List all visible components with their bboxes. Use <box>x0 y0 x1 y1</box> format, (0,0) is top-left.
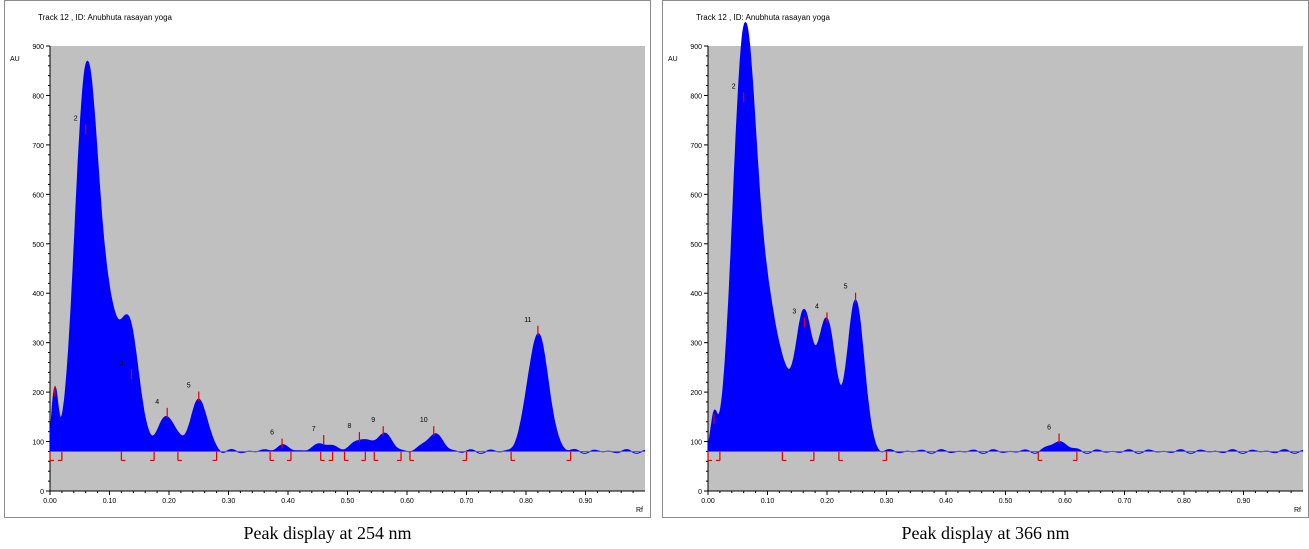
x-tick-label: 0.10 <box>761 498 775 505</box>
peak-boundary-marker <box>177 451 182 462</box>
peak-boundary-marker <box>397 451 402 462</box>
y-tick-label: 0 <box>40 489 44 496</box>
peak-label: 5 <box>844 284 848 291</box>
x-tick-label: 0.10 <box>103 498 117 505</box>
peak-area-fill <box>50 61 645 452</box>
chart-title: Track 12 , ID: Anubhuta rasayan yoga <box>696 13 831 22</box>
y-tick-label: 400 <box>32 291 44 298</box>
y-tick-label: 900 <box>690 44 702 51</box>
chart-title: Track 12 , ID: Anubhuta rasayan yoga <box>38 13 173 22</box>
peak-boundary-marker <box>57 451 63 462</box>
peak-label: 2 <box>74 116 78 123</box>
x-tick-label: 0.30 <box>222 498 236 505</box>
x-tick-label: 0.50 <box>999 498 1013 505</box>
peak-label: 10 <box>420 417 428 424</box>
peak-label: 9 <box>371 417 375 424</box>
y-tick-label: 800 <box>32 93 44 100</box>
x-tick-label: 0.40 <box>939 498 953 505</box>
peak-boundary-marker <box>707 451 712 462</box>
y-tick-label: 800 <box>690 93 702 100</box>
peak-label: 5 <box>187 383 191 390</box>
y-tick-label: 700 <box>690 143 702 150</box>
peak-boundary-marker <box>715 451 721 462</box>
caption-254nm: Peak display at 254 nm <box>243 523 412 543</box>
peak-boundary-marker <box>809 451 815 462</box>
peak-label: 8 <box>347 423 351 430</box>
x-tick-label: 0.90 <box>1237 498 1251 505</box>
caption-366nm: Peak display at 366 nm <box>901 523 1070 543</box>
y-tick-label: 200 <box>32 390 44 397</box>
chromatogram-254nm: Track 12 , ID: Anubhuta rasayan yoga AU Rf… <box>10 13 646 514</box>
peak-label: 6 <box>270 430 274 437</box>
x-tick-label: 0.70 <box>460 498 474 505</box>
peak-boundary-marker <box>212 451 218 462</box>
x-tick-label: 0.60 <box>400 498 414 505</box>
signal-line <box>49 60 646 454</box>
peak-boundary-marker <box>120 451 126 462</box>
y-tick-label: 100 <box>690 440 702 447</box>
y-tick-label: 500 <box>690 242 702 249</box>
y-axis-label: AU <box>10 56 20 63</box>
y-tick-label: 100 <box>32 440 44 447</box>
y-tick-label: 500 <box>32 242 44 249</box>
peak-boundary-marker <box>1037 451 1043 462</box>
peak-area-fill <box>708 22 1303 452</box>
peak-boundary-marker <box>566 451 572 462</box>
x-tick-label: 0.60 <box>1058 498 1072 505</box>
peak-boundary-marker <box>373 451 379 462</box>
chart-panel-366nm: Track 12 , ID: Anubhuta rasayan yoga AU Rf… <box>662 0 1309 518</box>
x-axis-label: Rf <box>1294 507 1301 514</box>
peak-boundary-marker <box>838 451 843 462</box>
peak-boundary-marker <box>328 451 334 462</box>
peak-boundary-marker <box>781 451 787 462</box>
peak-boundary-marker <box>49 451 54 462</box>
peak-boundary-marker <box>343 451 349 462</box>
peak-boundary-marker <box>286 451 292 462</box>
peak-boundary-marker <box>882 451 888 462</box>
peak-boundary-marker <box>409 451 414 462</box>
peak-label: 6 <box>1047 425 1051 432</box>
signal-line <box>707 21 1304 454</box>
y-tick-label: 200 <box>690 390 702 397</box>
peak-boundary-marker <box>361 451 366 462</box>
peak-label: 2 <box>732 83 736 90</box>
x-tick-label: 0.80 <box>1177 498 1191 505</box>
x-axis-label: Rf <box>636 507 643 514</box>
peak-boundary-marker <box>320 451 325 462</box>
x-tick-label: 0.80 <box>519 498 533 505</box>
x-tick-label: 0.50 <box>341 498 355 505</box>
peak-label: 4 <box>155 399 159 406</box>
chart-panel-254nm: Track 12 , ID: Anubhuta rasayan yoga AU Rf… <box>4 0 651 518</box>
y-axis-label: AU <box>668 56 678 63</box>
x-tick-label: 0.00 <box>701 498 715 505</box>
y-tick-label: 900 <box>32 44 44 51</box>
x-tick-label: 0.40 <box>281 498 295 505</box>
y-tick-label: 300 <box>690 341 702 348</box>
peak-boundary-marker <box>462 451 468 462</box>
x-tick-label: 0.30 <box>880 498 894 505</box>
x-tick-label: 0.00 <box>43 498 57 505</box>
peak-label: 11 <box>524 317 531 324</box>
x-tick-label: 0.20 <box>820 498 834 505</box>
peak-boundary-marker <box>150 451 155 462</box>
x-tick-label: 0.70 <box>1118 498 1132 505</box>
y-tick-label: 400 <box>690 291 702 298</box>
peak-boundary-marker <box>1072 451 1078 462</box>
y-tick-label: 600 <box>690 192 702 199</box>
peak-label: 7 <box>312 426 316 433</box>
peak-label: 3 <box>792 308 796 315</box>
y-tick-label: 300 <box>32 341 44 348</box>
y-tick-label: 700 <box>32 143 44 150</box>
chromatogram-366nm: Track 12 , ID: Anubhuta rasayan yoga AU Rf… <box>668 13 1304 514</box>
peak-boundary-marker <box>510 451 516 462</box>
x-tick-label: 0.20 <box>162 498 176 505</box>
x-tick-label: 0.90 <box>579 498 593 505</box>
peak-label: 4 <box>815 303 819 310</box>
y-tick-label: 600 <box>32 192 44 199</box>
peak-boundary-marker <box>269 451 275 462</box>
y-tick-label: 0 <box>698 489 702 496</box>
peak-label: 3 <box>120 360 124 367</box>
